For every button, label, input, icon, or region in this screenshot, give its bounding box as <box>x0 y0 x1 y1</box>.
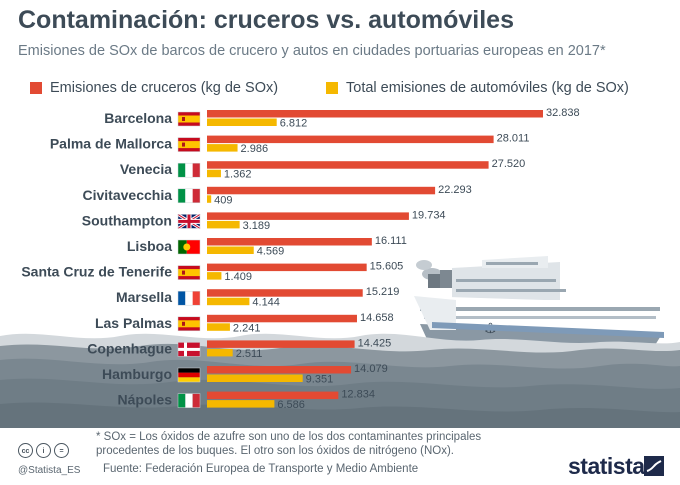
category-label: Civitavecchia <box>83 187 173 203</box>
data-label-cruise: 14.079 <box>354 363 388 375</box>
flag-it-icon <box>178 394 200 408</box>
category-label: Palma de Mallorca <box>50 136 172 152</box>
bar-car <box>207 375 303 383</box>
data-label-car: 4.569 <box>257 246 285 258</box>
statista-logo-icon <box>644 456 664 476</box>
data-label-cruise: 14.425 <box>358 337 392 349</box>
bar-car <box>207 323 230 331</box>
data-label-car: 6.812 <box>280 118 308 130</box>
flag-de-icon <box>178 368 200 382</box>
bar-car <box>207 144 238 152</box>
data-label-cruise: 22.293 <box>438 184 472 196</box>
data-label-cruise: 14.658 <box>360 312 394 324</box>
bar-cruise <box>207 366 351 374</box>
footnote: * SOx = Los óxidos de azufre son uno de … <box>96 430 516 458</box>
bar-car <box>207 298 249 306</box>
data-label-cruise: 32.838 <box>546 107 580 119</box>
flag-es-icon <box>178 266 200 280</box>
data-label-car: 1.409 <box>224 271 252 283</box>
data-label-car: 2.241 <box>233 322 261 334</box>
bar-cruise <box>207 264 367 272</box>
data-label-cruise: 27.520 <box>492 158 526 170</box>
category-label: Hamburgo <box>102 366 172 382</box>
flag-it-icon <box>178 163 200 177</box>
flag-it-icon <box>178 189 200 203</box>
category-label: Copenhague <box>87 340 172 356</box>
bar-cruise <box>207 110 543 118</box>
data-label-car: 409 <box>214 194 232 206</box>
bar-chart: Barcelona 32.838 6.812 Palma de Mallorca 28.… <box>0 0 680 485</box>
category-label: Barcelona <box>104 110 172 126</box>
data-label-car: 2.986 <box>241 143 269 155</box>
bar-cruise <box>207 392 338 400</box>
license-icons: cc i = <box>18 443 69 458</box>
statista-logo[interactable]: statista <box>568 453 645 480</box>
bar-car <box>207 221 240 229</box>
bar-car <box>207 400 274 408</box>
flag-es-icon <box>178 138 200 152</box>
flag-dk-icon <box>178 342 200 356</box>
creative-commons-icon[interactable]: cc <box>18 443 33 458</box>
data-label-car: 2.511 <box>236 348 263 360</box>
data-label-cruise: 12.834 <box>341 389 375 401</box>
category-label: Southampton <box>82 212 172 228</box>
data-label-car: 3.189 <box>243 220 271 232</box>
category-label: Las Palmas <box>95 315 172 331</box>
category-label: Nápoles <box>118 392 173 408</box>
bar-car <box>207 349 233 357</box>
flag-fr-icon <box>178 291 200 305</box>
bar-cruise <box>207 212 409 220</box>
data-label-cruise: 19.734 <box>412 209 446 221</box>
data-label-car: 9.351 <box>306 374 334 386</box>
bar-cruise <box>207 315 357 323</box>
bar-cruise <box>207 136 494 144</box>
bar-cruise <box>207 161 489 169</box>
flag-es-icon <box>178 317 200 331</box>
data-label-car: 1.362 <box>224 169 252 181</box>
data-label-cruise: 16.111 <box>375 235 407 247</box>
flag-es-icon <box>178 112 200 126</box>
attribution-icon[interactable]: i <box>36 443 51 458</box>
data-label-cruise: 15.605 <box>370 261 404 273</box>
bar-car <box>207 195 211 203</box>
bar-cruise <box>207 238 372 246</box>
bar-car <box>207 119 277 127</box>
flag-pt-icon <box>178 240 200 254</box>
bar-car <box>207 170 221 178</box>
source-note: Fuente: Federación Europea de Transporte… <box>103 463 418 475</box>
category-label: Marsella <box>116 289 172 305</box>
category-label: Lisboa <box>127 238 172 254</box>
data-label-cruise: 28.011 <box>497 133 530 145</box>
bar-cruise <box>207 187 435 195</box>
bar-cruise <box>207 340 355 348</box>
twitter-handle[interactable]: @Statista_ES <box>18 465 80 476</box>
bar-car <box>207 272 221 280</box>
bar-car <box>207 247 254 255</box>
no-derivatives-icon[interactable]: = <box>54 443 69 458</box>
data-label-car: 4.144 <box>252 297 280 309</box>
bar-cruise <box>207 289 363 297</box>
flag-gb-icon <box>178 214 200 228</box>
category-label: Venecia <box>120 161 172 177</box>
category-label: Santa Cruz de Tenerife <box>21 264 172 280</box>
data-label-cruise: 15.219 <box>366 286 400 298</box>
data-label-car: 6.586 <box>277 399 305 411</box>
